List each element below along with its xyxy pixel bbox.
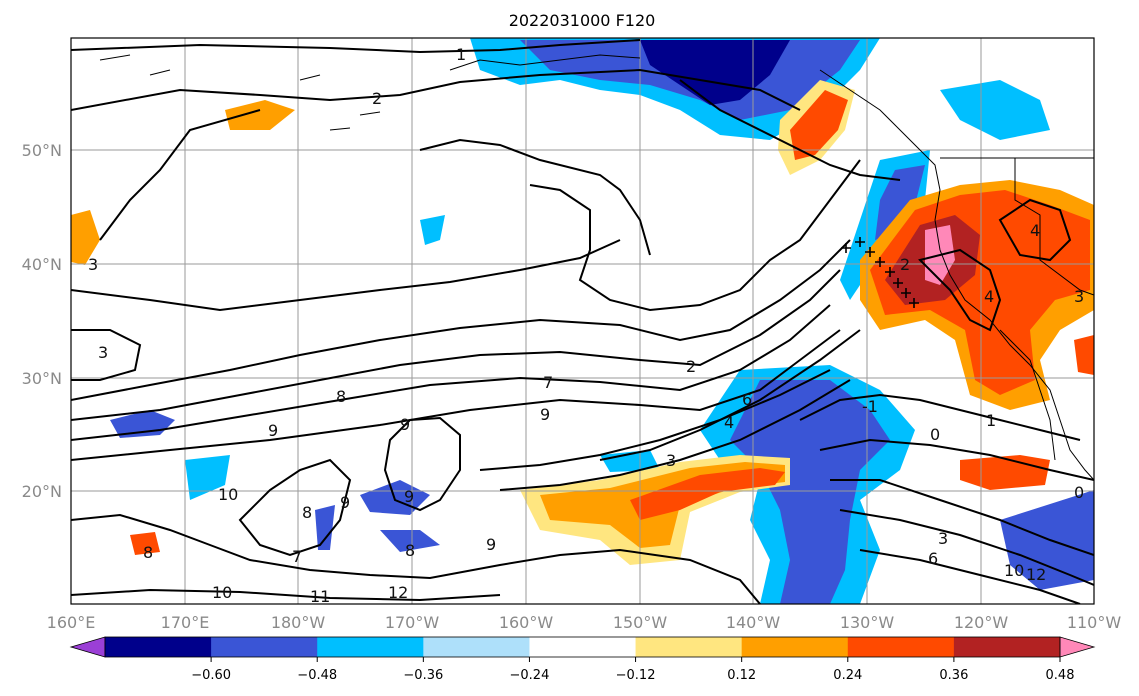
- contour-label: 7: [292, 547, 302, 566]
- contour-label: 8: [336, 387, 346, 406]
- colorbar-tick-label: −0.60: [191, 668, 231, 683]
- contour-label: 3: [666, 451, 676, 470]
- positive-anomaly-small-2: [1074, 335, 1094, 375]
- colorbar-extend-high: [1059, 636, 1096, 658]
- negative-anomaly-east-edge: [1000, 490, 1094, 590]
- map-frame: [70, 37, 1095, 605]
- contour-label: 10: [218, 485, 238, 504]
- longitude-labels: 160°E 170°E 180°W 170°W 160°W 150°W 140°…: [47, 613, 1122, 632]
- contour-label: 4: [984, 287, 994, 306]
- contour-label: 4: [724, 413, 734, 432]
- negative-anomaly-small-1: [420, 215, 445, 245]
- lon-label-140w: 140°W: [726, 613, 781, 632]
- lat-label-30n: 30°N: [22, 369, 62, 388]
- negative-anomaly-west-6: [600, 450, 660, 472]
- colorbar-extend-low: [69, 636, 106, 658]
- contour-labels: 1 2 3 3 2 4 6 7 8 9 9 9 10 10 11 12 8 9 …: [88, 45, 1084, 606]
- coastlines: [99, 54, 1094, 481]
- contour-label: 1: [456, 45, 466, 64]
- lon-label-160e: 160°E: [47, 613, 96, 632]
- map-area: 1 2 3 3 2 4 6 7 8 9 9 9 10 10 11 12 8 9 …: [70, 37, 1095, 606]
- contour-label: 4: [1030, 221, 1040, 240]
- lon-label-130w: 130°W: [840, 613, 895, 632]
- positive-anomaly-east-pacific-band-core: [630, 468, 785, 520]
- contour-label: 8: [302, 503, 312, 522]
- contour-label: 7: [543, 373, 553, 392]
- positive-anomaly-pnw-coast-inner: [790, 90, 848, 160]
- colorbar-segment: [211, 637, 318, 657]
- lon-label-150w: 150°W: [613, 613, 668, 632]
- colorbar-tick-label: 0.48: [1046, 668, 1075, 683]
- lon-label-180w: 180°W: [271, 613, 326, 632]
- contour-label: 9: [486, 535, 496, 554]
- contour-label: 2: [372, 89, 382, 108]
- contour-label: 9: [340, 493, 350, 512]
- colorbar-segment: [317, 637, 424, 657]
- station-markers: [841, 237, 919, 308]
- lon-label-110w: 110°W: [1067, 613, 1122, 632]
- colorbar-segment: [953, 637, 1061, 657]
- contour-label: 9: [540, 405, 550, 424]
- colorbar-segment: [635, 637, 743, 657]
- contour-label: 11: [310, 587, 330, 606]
- negative-anomaly-subtropical-east-mid: [730, 380, 890, 604]
- lon-label-170w: 170°W: [385, 613, 440, 632]
- positive-anomaly-west-edge: [71, 210, 100, 265]
- lon-label-160w: 160°W: [499, 613, 554, 632]
- colorbar-segment: [847, 637, 955, 657]
- shaded-fields: [71, 38, 1094, 604]
- negative-anomaly-west-5: [315, 505, 335, 550]
- contour-label: 3: [98, 343, 108, 362]
- contour-label: 12: [1026, 565, 1046, 584]
- latitude-labels: 50°N 40°N 30°N 20°N: [22, 141, 62, 501]
- colorbar-segment: [529, 637, 637, 657]
- contour-label: 0: [930, 425, 940, 444]
- contour-label: 9: [400, 415, 410, 434]
- colorbar-tick-label: 0.24: [833, 668, 862, 683]
- contour-label: 1: [986, 411, 996, 430]
- colorbar-tick-label: 0.36: [939, 668, 968, 683]
- colorbar-tick-label: −0.12: [616, 668, 656, 683]
- contours: [71, 39, 1094, 604]
- colorbar-tick-label: −0.24: [510, 668, 550, 683]
- lon-label-170e: 170°E: [161, 613, 210, 632]
- contour-label: 9: [404, 487, 414, 506]
- map-title: 2022031000 F120: [509, 11, 656, 30]
- negative-anomaly-west-4: [185, 455, 230, 500]
- lat-label-50n: 50°N: [22, 141, 62, 160]
- lon-label-120w: 120°W: [954, 613, 1009, 632]
- contour-label: 2: [900, 255, 910, 274]
- negative-anomaly-ne-edge: [940, 80, 1050, 140]
- lat-label-40n: 40°N: [22, 255, 62, 274]
- contour-label: 12: [388, 583, 408, 602]
- positive-anomaly-aleutian: [225, 100, 295, 130]
- contour-label: 8: [143, 543, 153, 562]
- positive-anomaly-small-1: [130, 532, 160, 555]
- negative-anomaly-west-3: [380, 530, 440, 552]
- contour-label: 2: [686, 357, 696, 376]
- colorbar-segment: [741, 637, 849, 657]
- lat-label-20n: 20°N: [22, 482, 62, 501]
- contour-label: 3: [88, 255, 98, 274]
- colorbar-segment: [105, 637, 212, 657]
- colorbar: −0.60 −0.48 −0.36 −0.24 −0.12 0.12 0.24 0.36 0.4…: [69, 636, 1096, 683]
- contour-label: -1: [862, 397, 878, 416]
- contour-label: 6: [742, 390, 752, 409]
- contour-label: 10: [212, 583, 232, 602]
- contour-label: 3: [1074, 287, 1084, 306]
- contour-label: 8: [405, 541, 415, 560]
- negative-anomaly-coast-mid: [875, 165, 925, 240]
- contour-label: 9: [268, 421, 278, 440]
- colorbar-tick-label: −0.36: [403, 668, 443, 683]
- contour-label: 0: [1074, 483, 1084, 502]
- colorbar-frame: [104, 636, 1061, 658]
- contour-label: 10: [1004, 561, 1024, 580]
- contour-label: 6: [928, 549, 938, 568]
- colorbar-tick-label: 0.12: [727, 668, 756, 683]
- colorbar-tick-label: −0.48: [297, 668, 337, 683]
- colorbar-segment: [423, 637, 530, 657]
- contour-label: 3: [938, 529, 948, 548]
